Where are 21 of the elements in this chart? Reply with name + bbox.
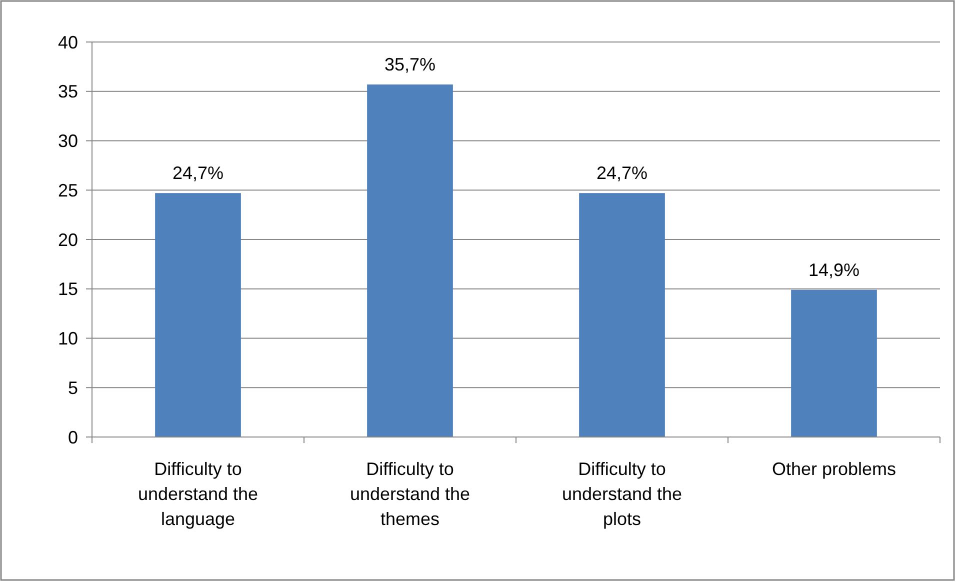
y-tick-label: 20 (58, 230, 78, 250)
y-tick-label: 5 (68, 378, 78, 398)
x-tick-label: Difficulty to understand the themes (350, 459, 470, 529)
bar (155, 193, 241, 437)
bar (579, 193, 665, 437)
x-tick-label: Difficulty to understand the language (138, 459, 258, 529)
y-tick-label: 30 (58, 131, 78, 152)
y-tick-label: 35 (58, 82, 78, 102)
bar (367, 84, 453, 437)
y-tick-label: 40 (58, 32, 78, 52)
y-tick-label: 25 (58, 180, 78, 200)
data-label: 35,7% (384, 54, 436, 74)
data-label: 24,7% (172, 163, 224, 184)
y-tick-label: 0 (68, 427, 78, 448)
data-label: 14,9% (808, 260, 860, 280)
data-label: 24,7% (596, 163, 648, 184)
x-tick-label: Difficulty to understand the plots (562, 459, 682, 529)
x-tick-label: Other problems (772, 459, 896, 479)
y-tick-label: 10 (58, 328, 78, 349)
y-tick-label: 15 (58, 279, 78, 300)
bar (791, 290, 877, 437)
